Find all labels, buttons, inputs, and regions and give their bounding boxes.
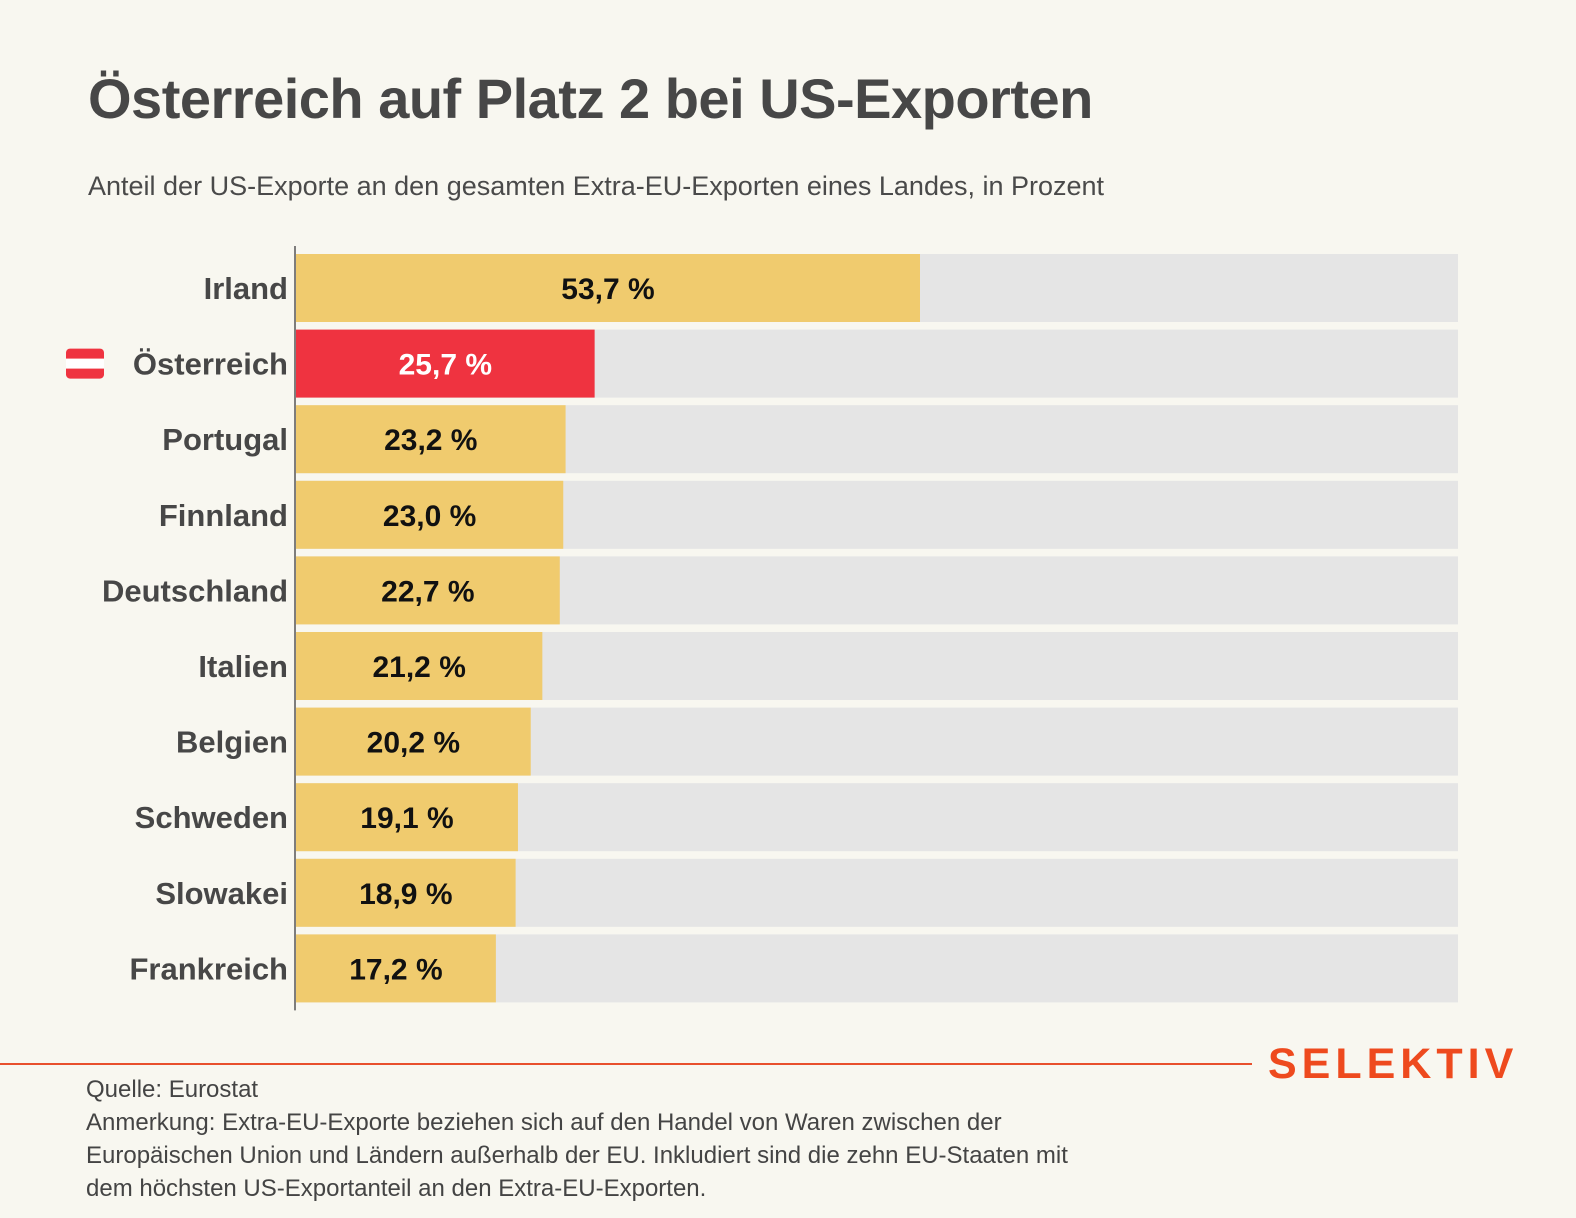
data-label: 18,9 %	[359, 878, 452, 911]
data-label: 21,2 %	[372, 651, 465, 684]
footnote-line: dem höchsten US-Exportanteil an den Extr…	[86, 1175, 707, 1202]
bar	[296, 480, 564, 549]
footnote-line: Anmerkung: Extra-EU-Exporte beziehen sic…	[86, 1109, 1002, 1136]
category-label: Finnland	[159, 498, 288, 533]
bar	[296, 405, 566, 474]
brand-logo: SELEKTIV	[1268, 1040, 1519, 1088]
data-label: 17,2 %	[349, 953, 442, 986]
data-label: 23,2 %	[384, 424, 477, 457]
category-label: Irland	[204, 271, 288, 306]
chart-title: Österreich auf Platz 2 bei US-Exporten	[88, 67, 1093, 130]
category-label: Belgien	[176, 725, 288, 760]
bar	[296, 556, 560, 625]
data-label: 22,7 %	[381, 575, 474, 608]
bar	[296, 783, 518, 852]
category-label: Schweden	[135, 800, 288, 835]
austria-flag-icon	[66, 348, 104, 379]
bar	[296, 934, 496, 1003]
category-label: Frankreich	[129, 951, 288, 986]
bar	[296, 858, 516, 927]
footnote-line: Europäischen Union und Ländern außerhalb…	[86, 1142, 1068, 1169]
bar	[296, 254, 920, 322]
footnote: Anmerkung: Extra-EU-Exporte beziehen sic…	[86, 1106, 1068, 1205]
bar	[296, 707, 531, 776]
category-label: Deutschland	[102, 573, 288, 608]
data-label: 53,7 %	[561, 273, 654, 306]
category-label: Slowakei	[155, 876, 288, 911]
data-label: 25,7 %	[399, 349, 492, 382]
source-note: Quelle: Eurostat	[86, 1076, 259, 1103]
footer-divider	[0, 1063, 1252, 1065]
data-label: 23,0 %	[383, 500, 476, 533]
category-label: Italien	[198, 649, 288, 684]
category-label: Österreich	[133, 347, 288, 382]
chart-subtitle: Anteil der US-Exporte an den gesamten Ex…	[88, 171, 1105, 201]
bar-chart: Irland 53,7 % Österreich 25,7 % Portugal 23,2…	[66, 246, 1458, 1011]
category-label: Portugal	[162, 422, 288, 457]
data-label: 19,1 %	[360, 802, 453, 835]
bar	[296, 632, 543, 700]
bar	[296, 329, 595, 398]
data-label: 20,2 %	[367, 727, 460, 760]
